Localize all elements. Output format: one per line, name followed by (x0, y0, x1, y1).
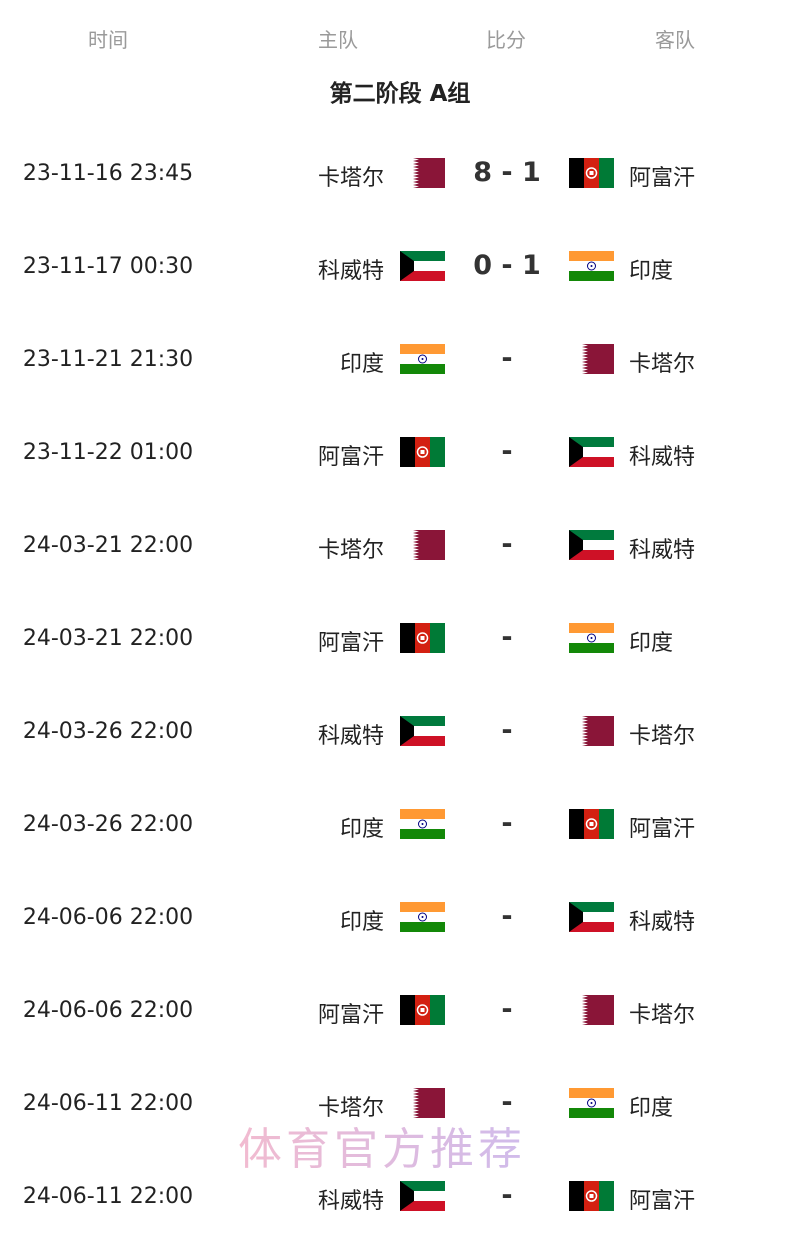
match-time: 23-11-21 21:30 (22, 347, 194, 372)
home-team: 卡塔尔 (317, 166, 384, 191)
match-score: - (501, 901, 513, 932)
kuwait-flag-icon (400, 716, 445, 746)
match-score: - (501, 529, 513, 560)
match-row[interactable]: 24-03-21 22:00 卡塔尔 - 科威特 (0, 525, 800, 565)
match-row[interactable]: 23-11-17 00:30 科威特 0 - 1 印度 (0, 246, 800, 286)
match-score: - (501, 343, 513, 374)
afghanistan-flag-icon (400, 995, 445, 1025)
match-time: 24-06-06 22:00 (22, 905, 194, 930)
home-team: 科威特 (317, 1189, 384, 1214)
match-time: 24-03-26 22:00 (22, 812, 194, 837)
match-score: - (501, 436, 513, 467)
header-away: 客队 (655, 28, 695, 52)
match-score: - (501, 1087, 513, 1118)
qatar-flag-icon (569, 344, 614, 374)
afghanistan-flag-icon (569, 158, 614, 188)
away-team: 卡塔尔 (629, 1003, 696, 1028)
match-score: - (501, 994, 513, 1025)
india-flag-icon (569, 623, 614, 653)
away-team: 印度 (629, 259, 674, 284)
match-time: 24-03-21 22:00 (22, 626, 194, 651)
qatar-flag-icon (400, 158, 445, 188)
india-flag-icon (400, 809, 445, 839)
match-score: - (501, 715, 513, 746)
match-time: 24-06-11 22:00 (22, 1184, 194, 1209)
match-time: 24-03-21 22:00 (22, 533, 194, 558)
match-time: 24-06-11 22:00 (22, 1091, 194, 1116)
away-team: 阿富汗 (629, 1189, 696, 1214)
away-team: 科威特 (629, 445, 696, 470)
away-team: 阿富汗 (629, 817, 696, 842)
match-time: 24-03-26 22:00 (22, 719, 194, 744)
qatar-flag-icon (400, 530, 445, 560)
match-row[interactable]: 23-11-22 01:00 阿富汗 - 科威特 (0, 432, 800, 472)
match-score: - (501, 808, 513, 839)
home-team: 卡塔尔 (317, 538, 384, 563)
match-row[interactable]: 24-03-26 22:00 印度 - 阿富汗 (0, 804, 800, 844)
header-home: 主队 (318, 28, 358, 52)
away-team: 阿富汗 (629, 166, 696, 191)
match-row[interactable]: 24-06-06 22:00 阿富汗 - 卡塔尔 (0, 990, 800, 1030)
qatar-flag-icon (569, 995, 614, 1025)
match-row[interactable]: 23-11-16 23:45 卡塔尔 8 - 1 阿富汗 (0, 153, 800, 193)
home-team: 阿富汗 (317, 1003, 384, 1028)
india-flag-icon (400, 902, 445, 932)
group-title: 第二阶段 A组 (329, 81, 471, 107)
afghanistan-flag-icon (400, 623, 445, 653)
match-time: 23-11-22 01:00 (22, 440, 194, 465)
watermark: 体育官方推荐 (238, 1124, 526, 1175)
match-score: 0 - 1 (473, 250, 541, 281)
qatar-flag-icon (400, 1088, 445, 1118)
match-row[interactable]: 24-06-11 22:00 科威特 - 阿富汗 (0, 1176, 800, 1216)
kuwait-flag-icon (569, 530, 614, 560)
home-team: 阿富汗 (317, 445, 384, 470)
kuwait-flag-icon (400, 1181, 445, 1211)
qatar-flag-icon (569, 716, 614, 746)
afghanistan-flag-icon (569, 1181, 614, 1211)
match-score: - (501, 1180, 513, 1211)
match-score: 8 - 1 (473, 157, 541, 188)
home-team: 印度 (339, 910, 384, 935)
away-team: 印度 (629, 631, 674, 656)
india-flag-icon (569, 251, 614, 281)
home-team: 印度 (339, 352, 384, 377)
kuwait-flag-icon (400, 251, 445, 281)
match-row[interactable]: 24-03-21 22:00 阿富汗 - 印度 (0, 618, 800, 658)
match-row[interactable]: 24-06-11 22:00 卡塔尔 - 印度 (0, 1083, 800, 1123)
match-row[interactable]: 24-03-26 22:00 科威特 - 卡塔尔 (0, 711, 800, 751)
away-team: 印度 (629, 1096, 674, 1121)
header-score: 比分 (486, 28, 526, 52)
afghanistan-flag-icon (569, 809, 614, 839)
header-time: 时间 (88, 28, 128, 52)
home-team: 科威特 (317, 724, 384, 749)
kuwait-flag-icon (569, 437, 614, 467)
away-team: 科威特 (629, 910, 696, 935)
match-time: 23-11-16 23:45 (22, 161, 194, 186)
match-time: 23-11-17 00:30 (22, 254, 194, 279)
india-flag-icon (569, 1088, 614, 1118)
match-time: 24-06-06 22:00 (22, 998, 194, 1023)
kuwait-flag-icon (569, 902, 614, 932)
home-team: 印度 (339, 817, 384, 842)
match-row[interactable]: 24-06-06 22:00 印度 - 科威特 (0, 897, 800, 937)
home-team: 科威特 (317, 259, 384, 284)
away-team: 卡塔尔 (629, 352, 696, 377)
home-team: 阿富汗 (317, 631, 384, 656)
match-score: - (501, 622, 513, 653)
match-row[interactable]: 23-11-21 21:30 印度 - 卡塔尔 (0, 339, 800, 379)
away-team: 科威特 (629, 538, 696, 563)
home-team: 卡塔尔 (317, 1096, 384, 1121)
afghanistan-flag-icon (400, 437, 445, 467)
away-team: 卡塔尔 (629, 724, 696, 749)
india-flag-icon (400, 344, 445, 374)
